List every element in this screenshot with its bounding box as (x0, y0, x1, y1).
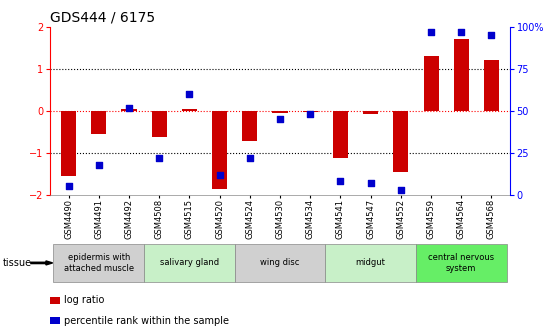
Bar (152, 111, 167, 137)
Bar (91, 111, 106, 134)
Point (185, 91, 194, 97)
Text: salivary gland: salivary gland (160, 258, 219, 267)
Point (245, 155, 254, 161)
Bar (242, 111, 258, 141)
Text: midgut: midgut (356, 258, 386, 267)
Point (155, 155, 164, 161)
Text: epidermis with
attached muscle: epidermis with attached muscle (64, 253, 134, 272)
Bar (212, 111, 227, 188)
Point (306, 112, 315, 117)
Point (124, 105, 133, 110)
Bar (302, 111, 318, 112)
Bar (484, 60, 499, 111)
Bar (393, 111, 408, 172)
Bar (363, 111, 378, 114)
Text: GDS444 / 6175: GDS444 / 6175 (50, 10, 156, 24)
Bar (454, 39, 469, 111)
Point (396, 187, 405, 193)
Point (366, 180, 375, 186)
Text: central nervous
system: central nervous system (428, 253, 494, 272)
Bar (61, 111, 76, 176)
Point (64, 184, 73, 189)
Bar (122, 109, 137, 111)
Point (336, 179, 345, 184)
Point (457, 29, 466, 35)
Text: wing disc: wing disc (260, 258, 300, 267)
Bar (182, 109, 197, 111)
Point (215, 172, 224, 177)
Text: log ratio: log ratio (64, 295, 105, 305)
Bar (273, 111, 287, 113)
Text: percentile rank within the sample: percentile rank within the sample (64, 316, 230, 326)
Bar (423, 56, 438, 111)
Text: tissue: tissue (3, 258, 32, 268)
Point (487, 33, 496, 38)
Bar (333, 111, 348, 158)
Point (276, 117, 284, 122)
Point (427, 29, 436, 35)
Point (94, 162, 103, 167)
